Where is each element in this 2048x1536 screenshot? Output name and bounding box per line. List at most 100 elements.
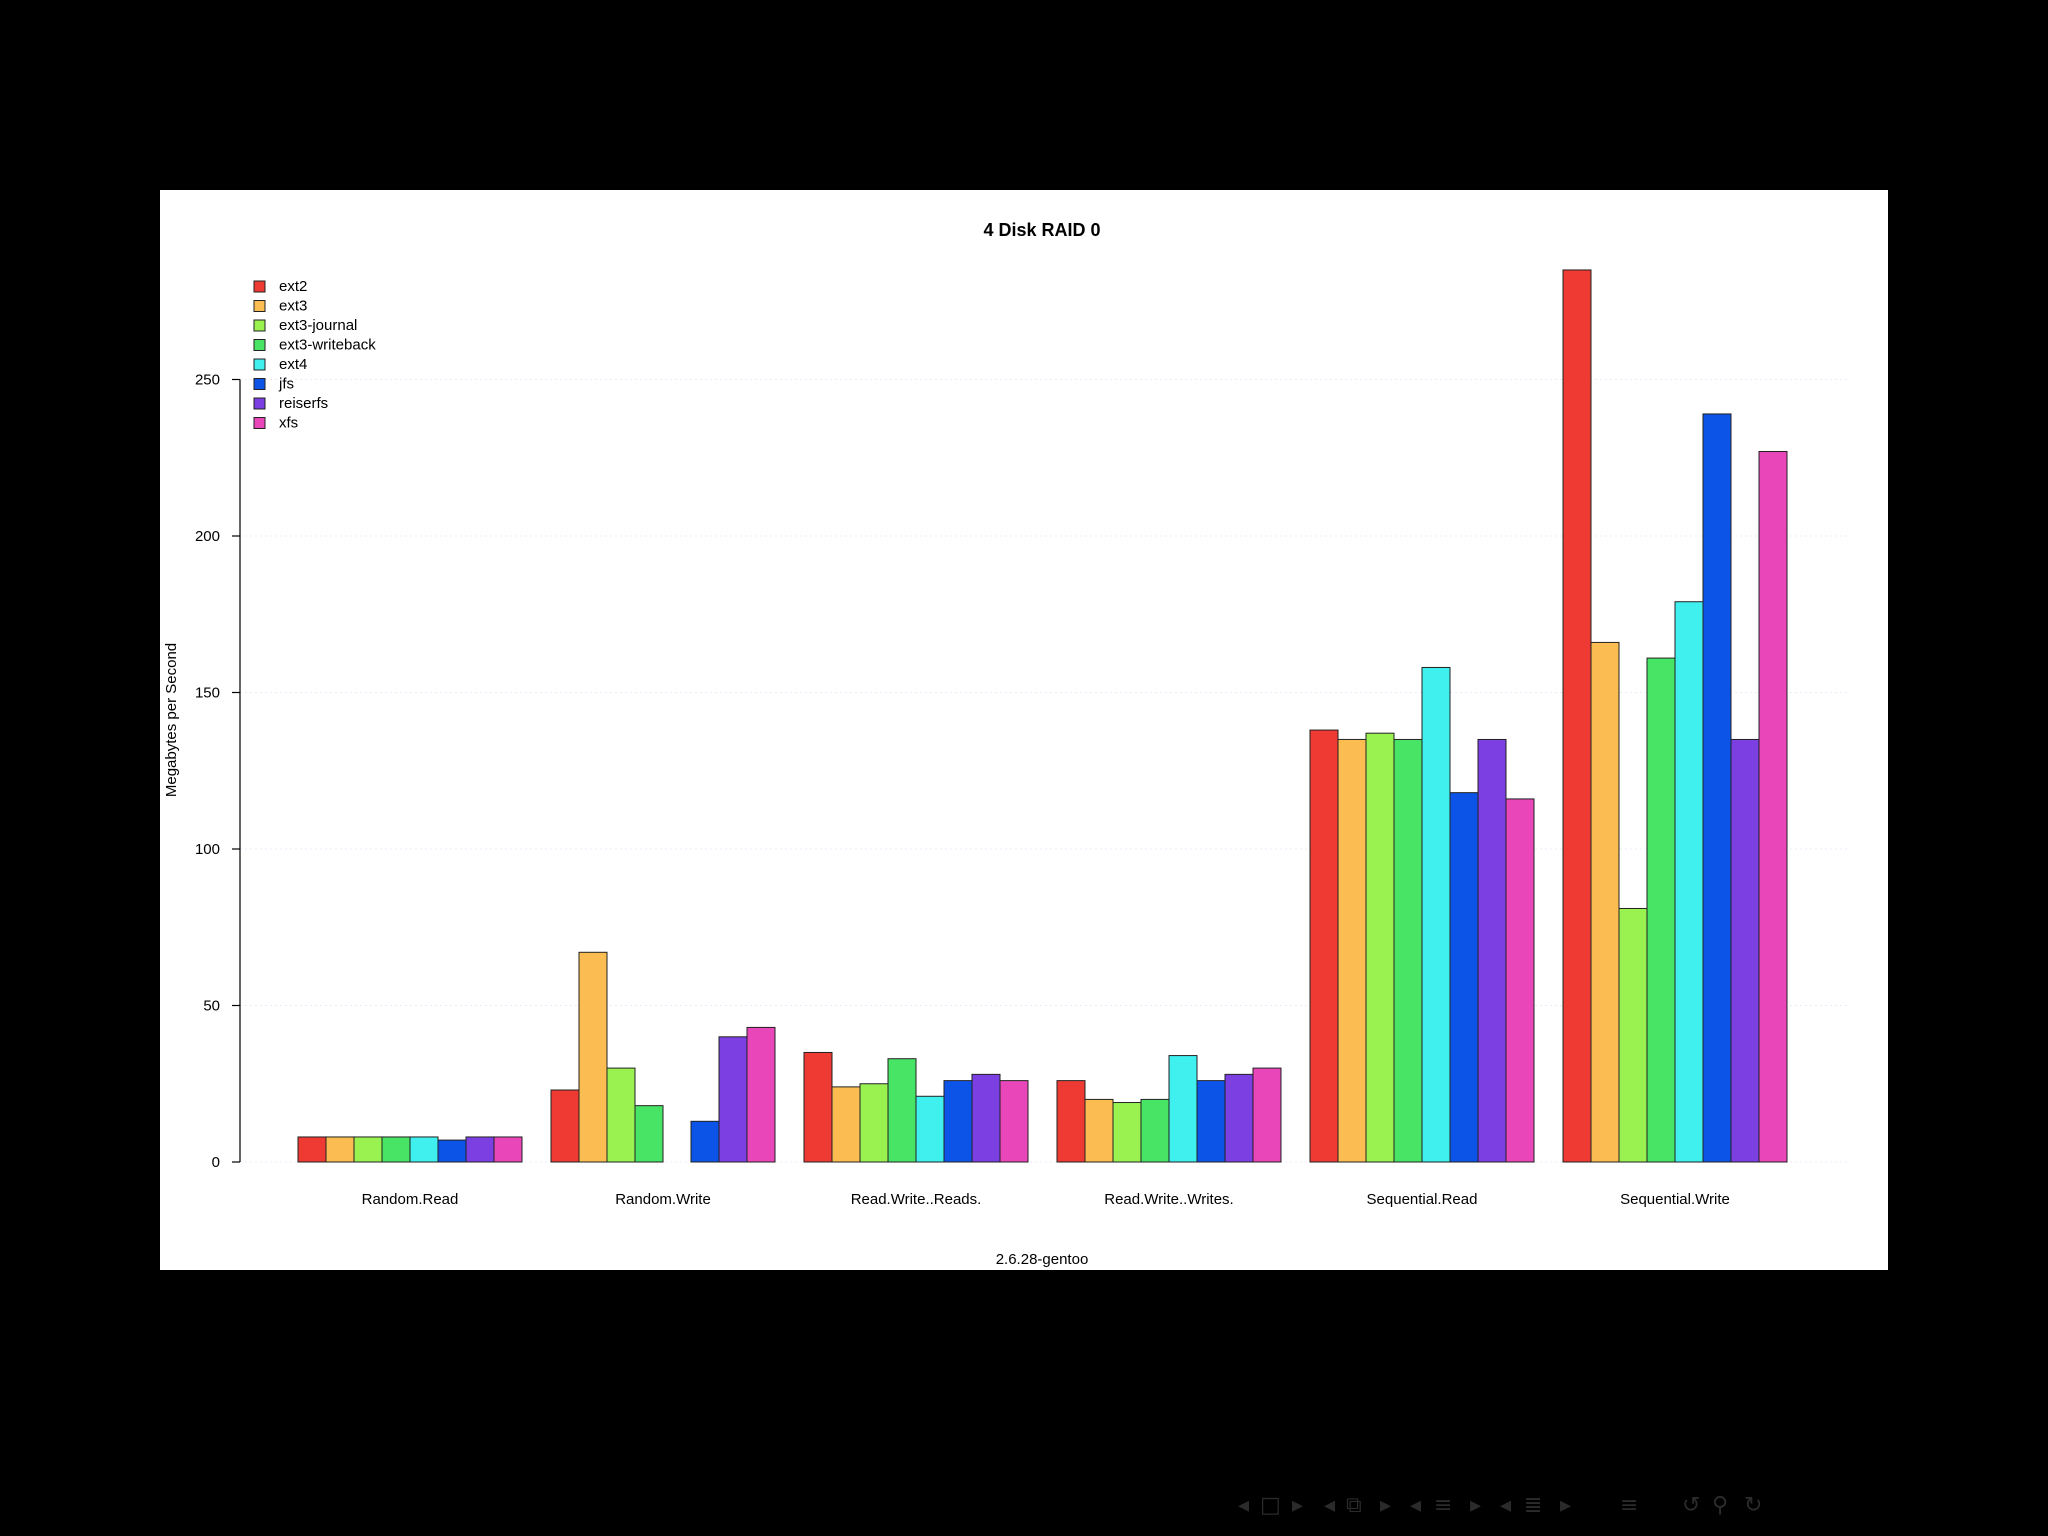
- legend-label-xfs: xfs: [279, 415, 298, 432]
- legend-label-ext3-journal: ext3-journal: [279, 317, 357, 334]
- slide-panel: 4 Disk RAID 0 0 50 100 150 200 250 Random.Rea…: [160, 190, 1888, 1270]
- bar-ext4-Sequential.Read: [1421, 666, 1451, 1163]
- bar-ext3-journal-Sequential.Write: [1618, 907, 1648, 1163]
- y-tick-label: 150: [195, 685, 220, 702]
- bar-xfs-Read.Write..Reads.: [999, 1080, 1029, 1163]
- y-axis-label: Megabytes per Second: [163, 643, 180, 797]
- bar-xfs-Sequential.Read: [1505, 798, 1535, 1163]
- bar-ext4-Sequential.Write: [1674, 601, 1704, 1163]
- bar-ext3-Random.Read: [325, 1136, 355, 1163]
- bar-ext2-Random.Write: [550, 1089, 580, 1163]
- bar-ext3-journal-Read.Write..Reads.: [859, 1083, 889, 1163]
- bar-ext2-Sequential.Write: [1562, 269, 1592, 1163]
- legend-label-ext2: ext2: [279, 278, 307, 295]
- bar-ext3-writeback-Sequential.Write: [1646, 657, 1676, 1163]
- legend-label-reiserfs: reiserfs: [279, 395, 328, 412]
- x-category-label: Read.Write..Reads.: [851, 1191, 982, 1208]
- y-tick-label: 100: [195, 841, 220, 858]
- legend-swatch-ext3: [253, 300, 266, 312]
- x-category-label: Read.Write..Writes.: [1104, 1191, 1233, 1208]
- section-icon[interactable]: ≡: [1434, 1493, 1453, 1518]
- arrow-left-icon[interactable]: ◂: [1410, 1493, 1422, 1518]
- bar-xfs-Random.Write: [746, 1026, 776, 1163]
- bar-reiserfs-Sequential.Write: [1730, 738, 1760, 1163]
- bar-xfs-Sequential.Write: [1758, 450, 1788, 1163]
- legend-label-ext3-writeback: ext3-writeback: [279, 337, 376, 354]
- search-icon[interactable]: ⚲: [1712, 1493, 1729, 1518]
- bar-jfs-Read.Write..Writes.: [1196, 1080, 1226, 1163]
- bar-ext2-Random.Read: [297, 1136, 327, 1163]
- bar-reiserfs-Read.Write..Reads.: [971, 1073, 1001, 1163]
- bar-ext4-Read.Write..Writes.: [1168, 1055, 1198, 1163]
- x-category-label: Sequential.Write: [1620, 1191, 1730, 1208]
- bar-ext4-Read.Write..Reads.: [915, 1095, 945, 1163]
- arrow-left-icon[interactable]: ◂: [1324, 1493, 1336, 1518]
- bar-ext3-Sequential.Write: [1590, 641, 1620, 1163]
- y-tick-label: 200: [195, 528, 220, 545]
- legend-swatch-ext4: [253, 358, 266, 371]
- bar-jfs-Random.Read: [437, 1139, 467, 1163]
- arrow-right-icon[interactable]: ▸: [1560, 1493, 1572, 1518]
- frame-icon[interactable]: □: [1260, 1493, 1281, 1518]
- redo-icon[interactable]: ↻: [1744, 1493, 1763, 1518]
- bar-jfs-Read.Write..Reads.: [943, 1080, 973, 1163]
- list-icon[interactable]: ≣: [1524, 1493, 1543, 1518]
- bar-reiserfs-Random.Read: [465, 1136, 495, 1163]
- bar-ext3-Sequential.Read: [1337, 738, 1367, 1163]
- legend-label-ext4: ext4: [279, 356, 307, 373]
- bar-ext4-Random.Read: [409, 1136, 439, 1163]
- legend: ext2 ext3 ext3-journal ext3-writeback ext4 jf…: [253, 278, 376, 432]
- y-axis: 0 50 100 150 200 250: [195, 372, 241, 1171]
- bar-ext3-journal-Random.Read: [353, 1136, 383, 1163]
- legend-swatch-ext3-writeback: [253, 339, 266, 351]
- bar-ext3-journal-Random.Write: [606, 1067, 636, 1163]
- bar-jfs-Random.Write: [690, 1120, 720, 1163]
- bar-ext3-Read.Write..Writes.: [1084, 1098, 1114, 1163]
- x-axis-category-labels: Random.Read Random.Write Read.Write..Reads…: [362, 1191, 1730, 1208]
- x-category-label: Sequential.Read: [1367, 1191, 1478, 1208]
- arrow-right-icon[interactable]: ▸: [1292, 1493, 1304, 1518]
- legend-label-jfs: jfs: [278, 376, 294, 393]
- bar-ext2-Sequential.Read: [1309, 729, 1339, 1163]
- bar-ext3-Random.Write: [578, 951, 608, 1163]
- x-category-label: Random.Write: [615, 1191, 711, 1208]
- arrow-left-icon[interactable]: ◂: [1238, 1493, 1250, 1518]
- bar-jfs-Sequential.Read: [1449, 792, 1479, 1163]
- bar-reiserfs-Read.Write..Writes.: [1224, 1073, 1254, 1163]
- bar-ext3-writeback-Random.Write: [634, 1105, 664, 1163]
- bar-reiserfs-Sequential.Read: [1477, 738, 1507, 1163]
- bar-reiserfs-Random.Write: [718, 1036, 748, 1163]
- legend-swatch-jfs: [253, 378, 266, 390]
- bar-ext3-writeback-Random.Read: [381, 1136, 411, 1163]
- bar-ext2-Read.Write..Reads.: [803, 1051, 833, 1163]
- y-tick-label: 250: [195, 372, 220, 389]
- legend-swatch-ext2: [253, 280, 266, 293]
- bar-ext3-Read.Write..Reads.: [831, 1086, 861, 1163]
- bars: [297, 269, 1788, 1163]
- subsection-icon[interactable]: ⧉: [1346, 1493, 1362, 1518]
- legend-swatch-xfs: [253, 417, 266, 429]
- bar-xfs-Random.Read: [493, 1136, 523, 1163]
- arrow-right-icon[interactable]: ▸: [1380, 1493, 1392, 1518]
- bar-ext3-writeback-Read.Write..Reads.: [887, 1058, 917, 1163]
- legend-swatch-reiserfs: [253, 397, 266, 410]
- align-icon[interactable]: ≡: [1620, 1493, 1639, 1518]
- bar-ext3-journal-Sequential.Read: [1365, 732, 1395, 1163]
- legend-swatch-ext3-journal: [253, 319, 266, 332]
- arrow-right-icon[interactable]: ▸: [1470, 1493, 1482, 1518]
- chart-title: 4 Disk RAID 0: [983, 220, 1100, 240]
- bar-chart: 4 Disk RAID 0 0 50 100 150 200 250 Random.Rea…: [163, 220, 1850, 1268]
- legend-label-ext3: ext3: [279, 298, 307, 315]
- undo-icon[interactable]: ↺: [1682, 1493, 1701, 1518]
- x-category-label: Random.Read: [362, 1191, 459, 1208]
- bar-ext3-journal-Read.Write..Writes.: [1112, 1102, 1142, 1163]
- y-tick-label: 50: [203, 998, 220, 1015]
- bar-jfs-Sequential.Write: [1702, 413, 1732, 1163]
- bar-xfs-Read.Write..Writes.: [1252, 1067, 1282, 1163]
- arrow-left-icon[interactable]: ◂: [1500, 1493, 1512, 1518]
- bar-ext3-writeback-Read.Write..Writes.: [1140, 1098, 1170, 1163]
- beamer-navigation-bar: ◂ □ ▸ ◂ ⧉ ▸ ◂ ≡ ▸ ◂ ≣ ▸ ≡ ↺ ⚲ ↻: [1238, 1488, 2040, 1524]
- bar-ext3-writeback-Sequential.Read: [1393, 738, 1423, 1163]
- x-axis-label: 2.6.28-gentoo: [996, 1251, 1089, 1268]
- y-tick-label: 0: [212, 1154, 220, 1171]
